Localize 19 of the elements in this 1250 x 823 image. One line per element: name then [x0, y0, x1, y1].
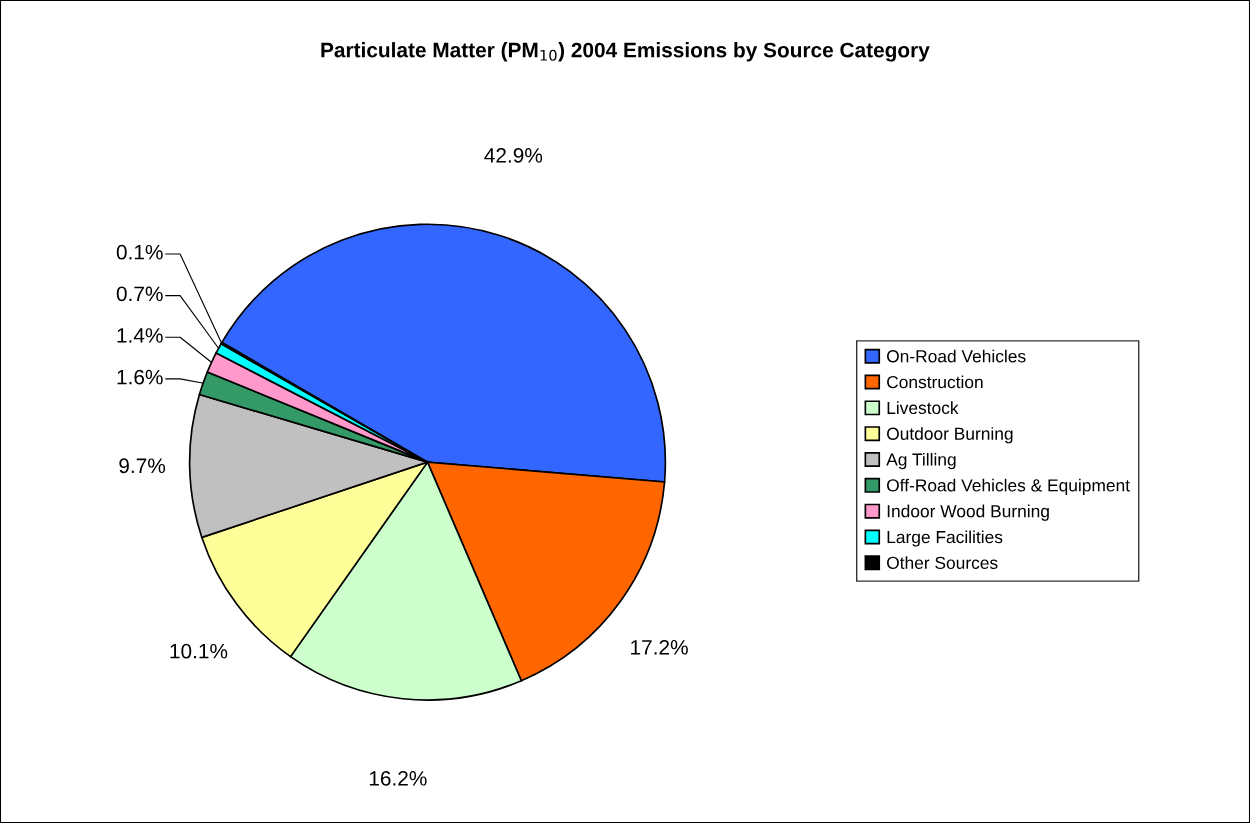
data-label: 0.7% [116, 286, 163, 302]
chart-title: Particulate Matter (PM$_{10}$) 2004 Emissions by Source Category [321, 42, 930, 62]
data-label: 42.9% [484, 148, 543, 163]
data-label: 10.1% [170, 643, 228, 659]
legend-label: Off-Road Vehicles & Equipment [887, 478, 1130, 495]
data-label: 9.7% [119, 458, 166, 474]
data-label: 1.6% [117, 369, 163, 385]
legend-label: Outdoor Burning [887, 427, 1013, 444]
legend-label: On-Road Vehicles [887, 349, 1026, 363]
legend-label: Construction [887, 375, 983, 389]
legend-label: Livestock [887, 401, 959, 415]
legend-label: Ag Tilling [886, 452, 956, 470]
data-label: 0.1% [116, 244, 163, 260]
data-label: 1.4% [117, 328, 163, 343]
data-label: 16.2% [369, 770, 427, 786]
data-label: 17.2% [631, 639, 688, 655]
legend-label: Indoor Wood Burning [887, 504, 1049, 521]
legend-label: Large Facilities [887, 530, 1003, 547]
legend-label: Other Sources [887, 556, 998, 570]
